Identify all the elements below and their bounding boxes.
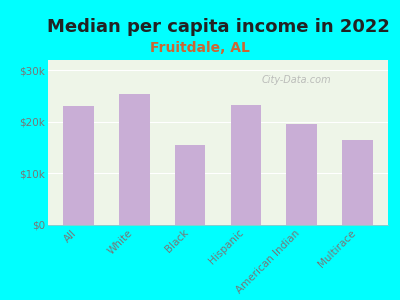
Title: Median per capita income in 2022: Median per capita income in 2022 [46,18,390,36]
Bar [342,140,372,225]
Text: Fruitdale, AL: Fruitdale, AL [150,40,250,55]
Bar [64,106,94,225]
Bar [230,105,261,225]
Bar [175,145,206,225]
Text: City-Data.com: City-Data.com [261,75,331,85]
Bar [286,124,317,225]
Bar [119,94,150,225]
